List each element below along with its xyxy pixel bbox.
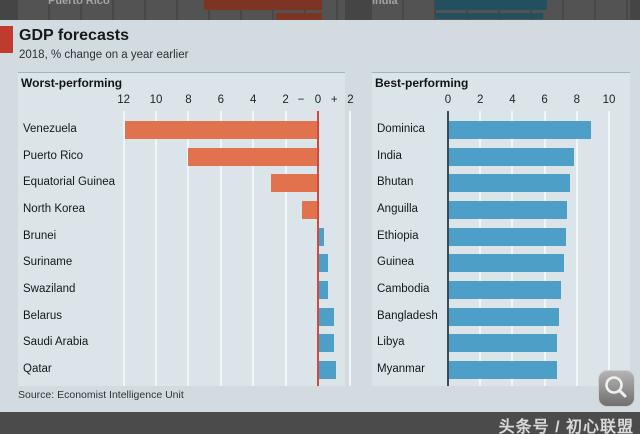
bar [318,280,328,299]
axis-tick-label: 2 [282,94,289,106]
bar [448,200,568,219]
bar [448,174,571,193]
gridline [608,111,610,386]
zero-axis-line [317,111,319,386]
axis-tick-label: 0 [444,94,452,106]
axis-tick-label: 4 [249,94,257,106]
page-title: GDP forecasts [19,27,129,44]
gridline [479,111,482,386]
bar [125,121,318,139]
axis-tick-label: 6 [541,94,548,106]
bar [188,147,318,166]
bar-label: Belarus [23,309,62,322]
bar [318,307,335,326]
bar-label: Libya [377,336,405,349]
dimmed-bar [436,13,543,19]
gridline [122,111,125,386]
page-subtitle: 2018, % change on a year earlier [19,49,189,61]
axis-tick-label: 0 [314,94,322,106]
bar [301,200,318,219]
gridline [219,111,222,386]
bar-label: Puerto Rico [23,149,84,162]
bar [318,227,325,246]
gridline [575,111,578,386]
dimmed-chart-strip: Puerto Rico India [0,0,640,20]
axis-tick-label: − [297,94,305,106]
axis-tick-label: 12 [117,94,130,106]
dimmed-label-left: Puerto Rico [48,0,110,7]
bar [271,174,318,193]
bar-label: Equatorial Guinea [23,176,116,189]
bar [448,307,560,326]
bar-label: Saudi Arabia [23,336,89,349]
bar-label: Venezuela [23,123,77,135]
gridline [155,111,157,386]
bar-label: Ethiopia [377,229,419,242]
bar [448,147,574,166]
axis-tick-label: 10 [149,94,163,106]
worst-performing-panel: Worst-performing 12 10 8 6 4 2−0 +2 Venezuela Pu… [18,72,354,386]
gridline [349,111,352,386]
economist-red-tab [0,26,13,53]
bar [448,121,592,139]
bar-label: Swaziland [23,282,76,295]
watermark-text: 头条号 / 初心联盟 [498,419,634,434]
dimmed-bar [276,13,322,20]
axis-tick-label: 8 [185,94,192,106]
bar-label: Bangladesh [377,309,438,322]
bar-label: Cambodia [377,282,430,295]
bar [318,334,335,353]
bar-label: Suriname [23,256,73,269]
watermark-bar: 头条号 / 初心联盟 [0,412,640,434]
axis-tick-label: + [330,94,338,106]
bar-label: Bhutan [377,176,414,189]
best-performing-panel: Best-performing 0 2 4 6 8 10 Dominica India Bhut… [372,72,630,386]
bar-label: Brunei [23,229,57,242]
bar [448,360,558,379]
zero-axis-line [447,111,449,386]
dimmed-bar [204,0,322,10]
gridline [511,111,514,386]
bar-label: Anguilla [377,202,418,215]
panel-title-best: Best-performing [375,76,469,90]
panel-title-worst: Worst-performing [21,76,123,90]
bar-label: Dominica [377,123,425,135]
axis-tick-label: 10 [602,94,616,106]
bar [448,280,561,299]
chart-card: GDP forecasts 2018, % change on a year e… [0,20,640,412]
bar-label: Qatar [23,362,52,375]
gridline [187,111,190,386]
gridline [284,111,287,386]
axis-tick-label: 2 [347,94,354,106]
magnifier-icon [605,376,627,398]
axis-tick-label: 2 [476,94,484,106]
bar-label: Guinea [377,256,415,269]
bar-label: North Korea [23,202,86,215]
dimmed-label-right: India [372,0,398,7]
dimmed-bar [435,0,547,10]
bar [318,360,336,379]
bar [448,254,564,273]
gridline [252,111,255,386]
axis-tick-label: 6 [217,94,224,106]
source-note: Source: Economist Intelligence Unit [18,389,184,401]
axis-tick-label: 8 [573,94,580,106]
bar-label: India [377,149,402,162]
magnifier-button[interactable] [598,370,635,407]
gridline [543,111,546,386]
bar [448,334,558,353]
bar-label: Myanmar [377,362,425,375]
axis-tick-label: 4 [509,94,516,106]
bar [448,227,566,246]
bar [318,254,328,273]
